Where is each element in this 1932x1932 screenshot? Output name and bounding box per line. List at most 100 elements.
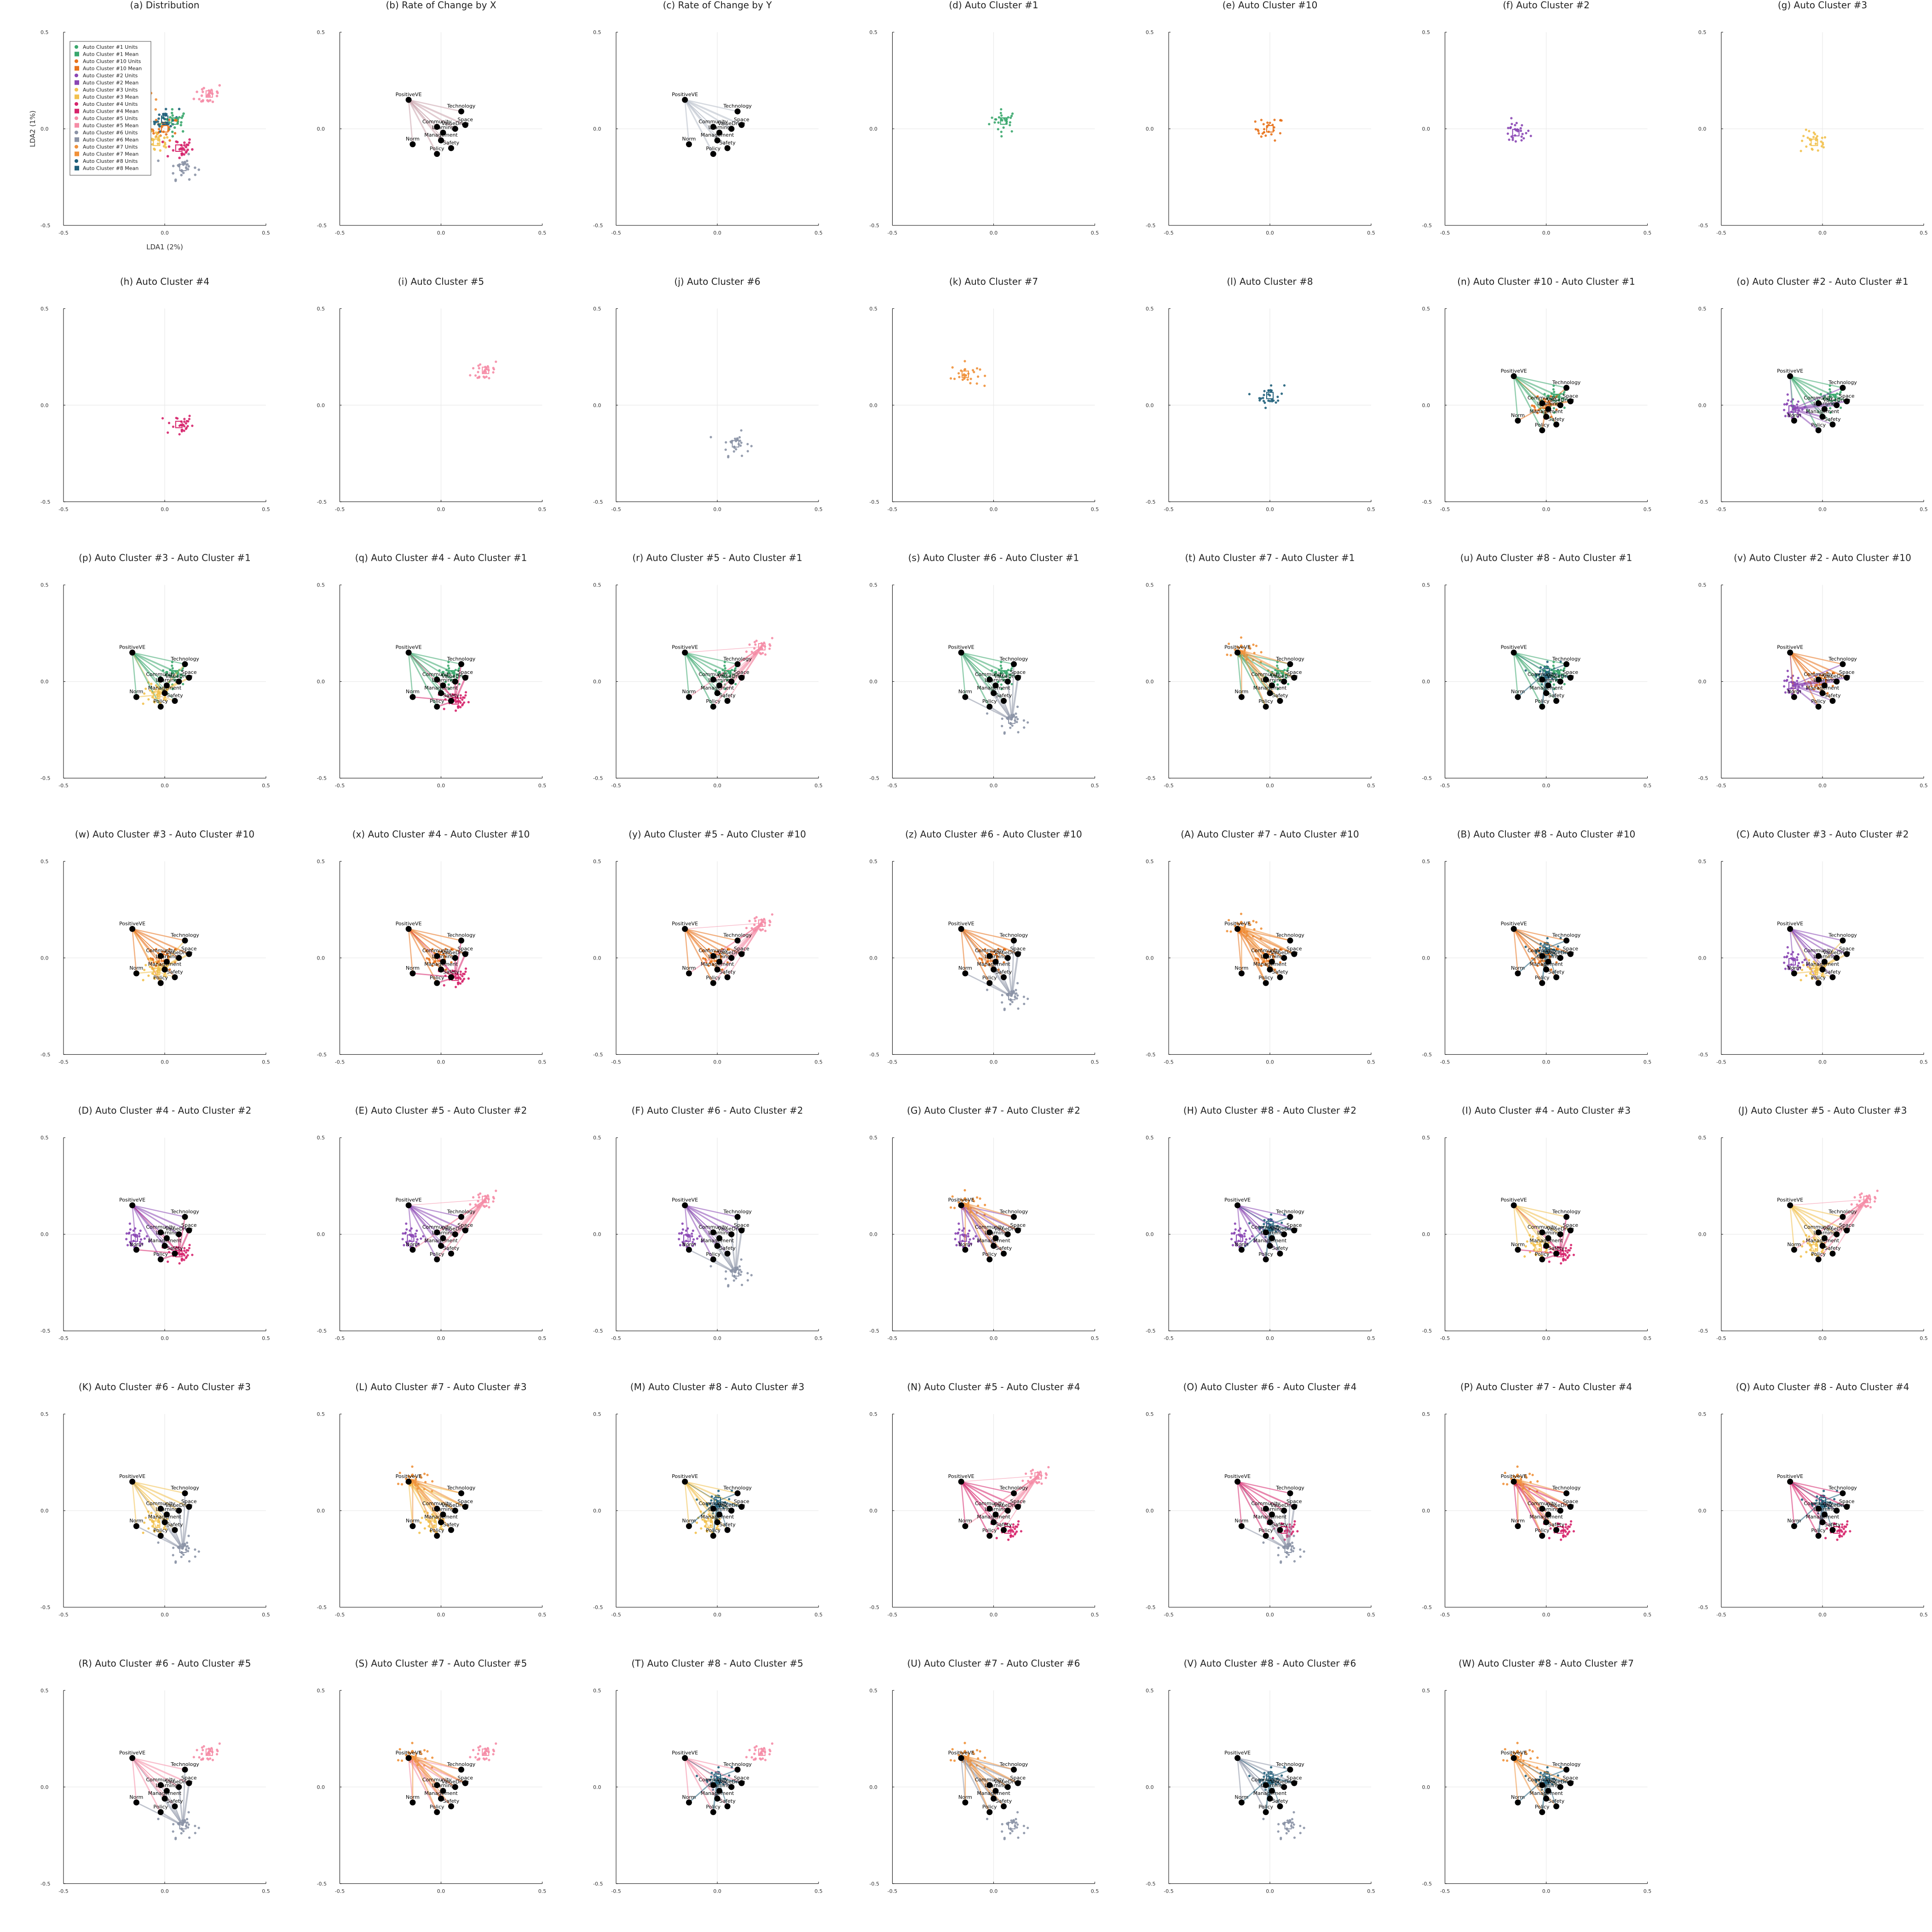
- word-point: [161, 690, 168, 696]
- x-tick-label: -0.5: [1440, 1612, 1450, 1618]
- x-tick-label: 0.5: [538, 1059, 547, 1065]
- unit-point: [194, 1832, 196, 1834]
- unit-point: [1548, 1537, 1551, 1540]
- direction-ray: [1789, 375, 1847, 402]
- unit-point: [1829, 407, 1832, 410]
- unit-point: [1849, 1530, 1851, 1533]
- unit-point: [1292, 1525, 1295, 1528]
- unit-point: [1520, 135, 1523, 138]
- unit-point: [151, 957, 154, 960]
- unit-point: [1545, 1248, 1548, 1251]
- y-tick-label: 0.5: [317, 306, 325, 312]
- word-point: [682, 926, 688, 932]
- unit-point: [187, 1547, 190, 1550]
- unit-point: [750, 1274, 753, 1276]
- unit-point: [183, 141, 186, 144]
- y-tick-label: 0.0: [870, 679, 878, 685]
- word-label: Learning: [709, 1506, 731, 1512]
- direction-ray: [132, 652, 137, 697]
- word-label: Safety: [167, 1798, 183, 1804]
- unit-point: [1293, 1560, 1296, 1563]
- word-label: Policy: [153, 1528, 168, 1534]
- word-point: [1543, 1242, 1549, 1249]
- unit-point: [997, 121, 1000, 124]
- word-label: Technology: [999, 656, 1028, 662]
- unit-point: [1282, 1822, 1285, 1825]
- unit-point: [1234, 925, 1236, 927]
- word-label: PositiveVE: [672, 920, 698, 926]
- x-tick-label: 0.0: [1542, 783, 1551, 789]
- unit-point: [1010, 683, 1013, 685]
- unit-point: [1797, 400, 1799, 403]
- word-point: [958, 650, 964, 656]
- word-point: [405, 650, 412, 656]
- direction-ray: [684, 928, 728, 978]
- word-label: Technology: [447, 103, 476, 109]
- word-point: [405, 97, 412, 103]
- unit-point: [1812, 1241, 1815, 1244]
- word-point: [157, 703, 164, 710]
- unit-point: [1784, 967, 1787, 970]
- direction-ray: [454, 677, 467, 702]
- unit-point: [174, 179, 177, 182]
- word-label: Space: [458, 117, 473, 123]
- word-point: [1511, 1202, 1517, 1208]
- word-point: [440, 682, 446, 689]
- unit-point: [1536, 1480, 1539, 1483]
- y-tick-label: 0.5: [40, 1411, 49, 1417]
- direction-ray: [443, 961, 456, 978]
- word-label: Technology: [1275, 932, 1304, 938]
- word-label: Learning: [156, 1230, 178, 1236]
- unit-point: [1228, 919, 1230, 921]
- unit-point: [1820, 140, 1822, 143]
- direction-ray: [440, 1199, 486, 1247]
- unit-point: [1822, 1489, 1825, 1492]
- unit-point: [1796, 956, 1799, 959]
- direction-ray: [1792, 404, 1837, 410]
- unit-point: [729, 440, 732, 443]
- word-label: PositiveVE: [1777, 644, 1803, 650]
- word-point: [1819, 690, 1826, 696]
- word-label: Community: [422, 1224, 452, 1230]
- word-point: [1287, 937, 1293, 944]
- unit-point: [740, 1271, 743, 1273]
- panel-7: (g) Auto Cluster #3-0.5-0.50.00.00.50.5: [1698, 0, 1928, 236]
- unit-point: [1001, 1001, 1003, 1004]
- word-label: Space: [1010, 1222, 1026, 1228]
- unit-point: [440, 1525, 443, 1528]
- legend-box: [69, 41, 151, 176]
- unit-point: [447, 683, 450, 686]
- unit-point: [1299, 1824, 1302, 1828]
- word-label: Safety: [1548, 1522, 1565, 1528]
- unit-point: [185, 1818, 189, 1821]
- direction-ray: [685, 99, 738, 112]
- direction-ray: [132, 929, 157, 972]
- legend-label: Auto Cluster #4 Mean: [83, 109, 138, 115]
- x-tick-label: -0.5: [335, 1612, 345, 1618]
- unit-point: [188, 1836, 191, 1839]
- y-tick-label: -0.5: [1146, 1604, 1155, 1610]
- unit-point: [1276, 688, 1279, 690]
- unit-point: [771, 1742, 773, 1745]
- y-tick-label: 0.0: [1146, 1508, 1154, 1514]
- x-tick-label: -0.5: [1440, 1059, 1450, 1065]
- unit-point: [192, 98, 196, 100]
- word-point: [728, 954, 735, 961]
- word-label: Community: [698, 119, 728, 125]
- direction-ray: [684, 1204, 732, 1235]
- direction-ray: [1241, 650, 1291, 665]
- unit-point: [1006, 1822, 1009, 1825]
- unit-point: [1829, 395, 1832, 397]
- unit-point: [472, 1196, 475, 1199]
- unit-point: [1511, 137, 1514, 139]
- unit-point: [162, 116, 165, 120]
- word-label: Safety: [1272, 1245, 1288, 1251]
- cluster-mean-marker: [153, 138, 161, 146]
- word-point: [1840, 937, 1846, 944]
- direction-ray: [408, 652, 456, 702]
- direction-ray: [1241, 1224, 1270, 1250]
- panel-34: (I) Auto Cluster #4 - Auto Cluster #3-0.…: [1422, 1105, 1652, 1341]
- unit-point: [1010, 115, 1013, 117]
- unit-point: [1542, 397, 1545, 401]
- unit-point: [147, 974, 150, 977]
